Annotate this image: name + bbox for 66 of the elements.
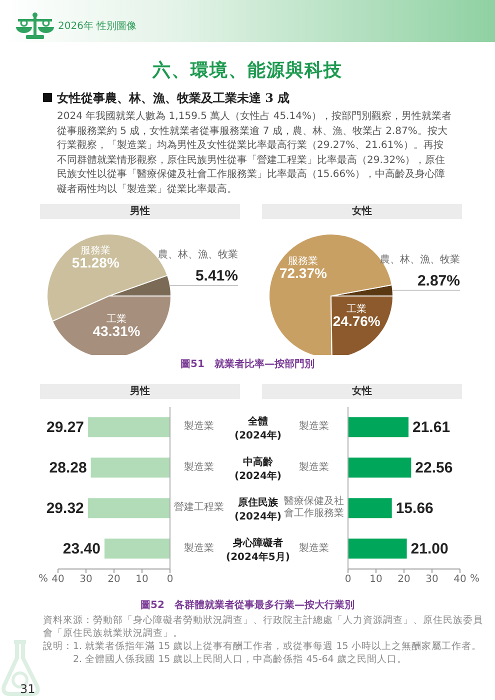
text: 製造業 <box>299 421 329 434</box>
text: 製造業 <box>299 462 329 474</box>
data-label: 29.27 <box>46 419 84 436</box>
text: 六、環境、能源與科技 <box>151 59 344 82</box>
bar <box>348 417 409 438</box>
text: 2024 年我國就業人數為 1,159.5 萬人（女性占 45.14%），按部門別觀察，男性就業者從事服務業約 5 成，女性就業者從事服務業逾 7 成，農、林、漁、牧業占 2.87%。按大行業觀察，「製造業」均為男性及女性從業比率最高行業（29.27%、21.61%）。再按不同群體就業情形觀察，原住民族男性從事「營建工程業」比率最高（29.32%），原住民族女性以從事「醫療保健及社會工作服務業」比率最高（15.66%），中高齡及身心障礙者兩性均以「製造業」從業比率最高。 <box>57 110 452 196</box>
data-label: 72.37% <box>279 265 328 282</box>
data-label: 29.32 <box>46 500 84 518</box>
x-tick-label: 30 <box>426 574 438 586</box>
x-axis-title: % <box>470 574 480 585</box>
bar <box>90 458 170 478</box>
data-label: 43.31% <box>92 323 141 340</box>
x-tick-label: 20 <box>108 574 120 586</box>
data-label: 22.56 <box>415 460 453 477</box>
x-tick-label: 40 <box>52 574 64 586</box>
x-tick-label: 0 <box>344 574 352 586</box>
source-note: 資料來源：勞動部「身心障礙者勞動狀況調查」、行政院主計總處「人力資源調查」、原住民族委員會「原住民族就業狀況調查」。 <box>43 614 483 640</box>
data-label: 15.66 <box>396 500 434 518</box>
text: 製造業 <box>184 462 214 474</box>
data-label: 24.76% <box>332 313 381 330</box>
chart-title: 男性 <box>40 204 240 219</box>
text: 31 <box>20 682 36 696</box>
caption: 圖51 就業者比率—按部門別 <box>180 357 316 371</box>
text: 說明：1. 就業者係指年滿 15 歲以上從事有酬工作者，或從事每週 15 小時以上之無酬家屬工作者。 <box>43 640 482 653</box>
bar <box>88 417 170 438</box>
data-label: 28.28 <box>49 460 87 477</box>
slice-label: 工業 <box>346 303 367 316</box>
y-tick-label: 中高齡 (2024年) <box>234 456 282 482</box>
caption: 圖52 各群體就業者從事最多行業—按大行業別 <box>140 598 356 612</box>
slice-label: 農、林、漁、牧業 <box>158 248 238 261</box>
text: 女性從事農、林、漁、牧業及工業未達 3 成 <box>57 90 290 107</box>
x-tick-label: 40 <box>454 574 466 586</box>
bar <box>348 498 392 518</box>
y-tick-label: 身心障礙者 (2024年5月) <box>226 536 290 563</box>
y-tick-label: 原住民族 (2024年) <box>234 496 282 522</box>
text: 醫療保健及社會工作服務業 <box>283 496 345 520</box>
bar <box>104 538 170 559</box>
text: 製造業 <box>184 421 214 434</box>
data-label: 21.00 <box>410 540 448 558</box>
x-tick-label: 10 <box>370 574 382 586</box>
chart-title: 男性 <box>40 384 240 399</box>
x-tick-label: 20 <box>398 574 410 586</box>
bar <box>348 458 412 478</box>
data-label: 23.40 <box>62 540 100 558</box>
x-tick-label: 30 <box>80 574 92 586</box>
x-tick-label: 0 <box>166 574 174 586</box>
slice-label: 服務業 <box>80 244 111 257</box>
y-tick-label: 全體 (2024年) <box>234 415 282 442</box>
text: 製造業 <box>299 542 329 555</box>
slice-label: 農、林、漁、牧業 <box>380 253 460 266</box>
data-label: 2.87% <box>417 272 460 290</box>
slice-label: 服務業 <box>288 255 318 268</box>
x-tick-label: 10 <box>136 574 148 586</box>
slice-label: 工業 <box>106 313 126 326</box>
chart-title: 女性 <box>262 384 462 399</box>
x-axis-title: % <box>38 574 48 585</box>
text: 2026年 性別圖像 <box>58 20 137 33</box>
text: 製造業 <box>184 542 214 555</box>
data-label: 21.61 <box>412 419 450 436</box>
text: 營建工程業 <box>174 502 224 514</box>
bar <box>88 498 170 518</box>
data-label: 51.28% <box>72 254 120 271</box>
chart-title: 女性 <box>262 204 462 219</box>
text: 2. 全體國人係我國 15 歲以上民間人口，中高齡係指 45-64 歲之民間人口。 <box>72 653 408 666</box>
data-label: 5.41% <box>195 268 238 285</box>
bar <box>348 538 407 559</box>
